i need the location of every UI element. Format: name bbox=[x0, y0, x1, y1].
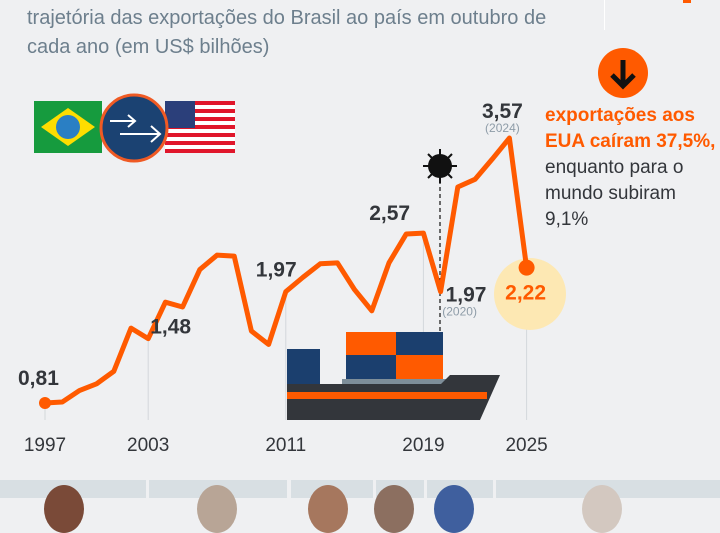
brazil-flag-icon bbox=[34, 101, 102, 153]
callout-highlight: exportações aos EUA caíram 37,5%, bbox=[545, 105, 716, 152]
president-portrait bbox=[374, 485, 414, 533]
subtitle: trajetória das exportações do Brasil ao … bbox=[27, 7, 547, 58]
virus-icon bbox=[423, 149, 457, 183]
arrow-circle-icon bbox=[99, 93, 169, 163]
usa-flag-icon bbox=[165, 101, 235, 153]
x-tick-label: 2011 bbox=[265, 435, 306, 456]
president-portrait bbox=[197, 485, 237, 533]
divider bbox=[604, 0, 605, 30]
president-portrait bbox=[582, 485, 622, 533]
data-label: 1,97 bbox=[446, 284, 487, 307]
data-label: 2,57 bbox=[369, 202, 410, 225]
x-tick-label: 2003 bbox=[127, 435, 169, 456]
president-portrait bbox=[434, 485, 474, 533]
data-label: 0,81 bbox=[18, 367, 59, 390]
series-line bbox=[44, 135, 530, 406]
data-label: 3,57 bbox=[482, 100, 523, 123]
x-tick-label: 2025 bbox=[505, 435, 547, 456]
data-sublabel: (2020) bbox=[442, 305, 477, 319]
down-arrow-icon bbox=[598, 48, 648, 98]
cargo-ship-icon bbox=[287, 332, 500, 420]
data-sublabel: (2024) bbox=[485, 121, 520, 135]
data-label: 1,97 bbox=[256, 259, 297, 282]
callout-text: enquanto para o mundo subiram 9,1% bbox=[545, 157, 684, 230]
data-label: 1,48 bbox=[150, 316, 191, 339]
callout-note: exportações aos EUA caíram 37,5%, enquan… bbox=[545, 103, 720, 233]
data-label: 2,22 bbox=[505, 282, 546, 305]
president-portrait bbox=[44, 485, 84, 533]
data-point bbox=[518, 259, 535, 276]
brand-mark bbox=[683, 0, 691, 3]
highlight-circle bbox=[494, 258, 566, 330]
x-tick-label: 1997 bbox=[24, 435, 66, 456]
x-tick-label: 2019 bbox=[402, 435, 444, 456]
data-point bbox=[39, 397, 51, 409]
president-portrait bbox=[308, 485, 348, 533]
